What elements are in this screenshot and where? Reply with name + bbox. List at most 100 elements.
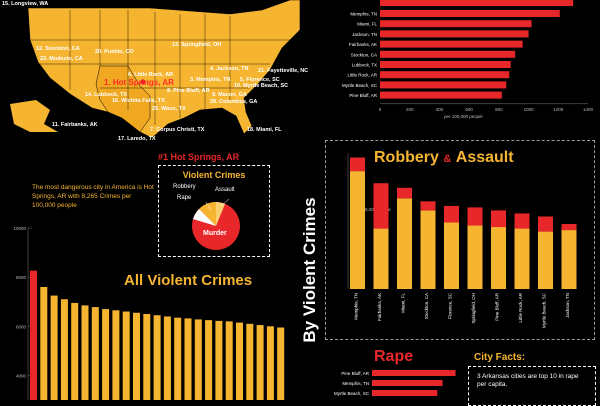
rank-title: #1 Hot Springs, AR xyxy=(158,152,240,162)
all-violent-bar-14 xyxy=(174,317,182,400)
all-violent-chart: 4000 6000 8000 10000 All Violent Crimes xyxy=(0,222,300,400)
map-label-3: 13. Springfield, OH xyxy=(172,42,222,48)
hbar-top-bar-8 xyxy=(380,91,502,99)
all-violent-bar-19 xyxy=(225,321,233,400)
map-label-1: 23. Modesto, CA xyxy=(40,56,83,62)
map-svg xyxy=(10,0,301,139)
all-violent-bar-4 xyxy=(71,302,79,400)
all-violent-tick-1: 6000 xyxy=(16,324,27,329)
map-label-12: 3. Memphis, TN xyxy=(190,77,231,83)
map-label-15: 10. Myrtle Beach, SC xyxy=(234,83,289,89)
map-label-5: 14. Lubbock, TX xyxy=(85,92,128,98)
hbar-top-bar-7 xyxy=(380,81,507,89)
hbar-top-bar-partial xyxy=(380,0,574,6)
hbar-top-bar-1 xyxy=(380,20,532,28)
rape-chart: Pine Bluff, AR Memphis, TN Myrtle Beach, S… xyxy=(318,366,468,400)
stacked-label-9: Jackson, TN xyxy=(565,293,570,318)
rape-bar-1 xyxy=(372,380,443,386)
all-violent-bar-24 xyxy=(277,327,285,400)
stacked-label-4: Florence, SC xyxy=(448,292,453,319)
all-violent-bar-9 xyxy=(122,311,130,400)
hbar-top-bar-4 xyxy=(380,50,516,58)
map-label-11: 4. Jackson, TN xyxy=(210,66,249,72)
all-violent-tick-3: 10000 xyxy=(13,226,26,231)
map-label-14: 21. Fayetteville, NC xyxy=(258,68,309,74)
all-violent-bar-3 xyxy=(60,299,68,400)
side-title: By Violent Crimes xyxy=(300,197,319,343)
all-violent-tick-0: 4000 xyxy=(16,373,27,378)
hbar-top-label-7: Myrtle Beach, SC xyxy=(342,83,378,88)
stacked-robbery-7 xyxy=(514,213,530,229)
stacked-svg: per 100,000 people Memphis, TN Fairbanks, … xyxy=(347,153,577,328)
pie-slice-rape xyxy=(193,209,216,226)
hbar-top-tick-1: 200 xyxy=(406,107,414,112)
rape-label-0: Pine Bluff, AR xyxy=(341,371,369,376)
stacked-assault-9 xyxy=(561,230,577,289)
rape-svg: Pine Bluff, AR Memphis, TN Myrtle Beach, S… xyxy=(334,370,456,396)
texas-shape xyxy=(95,65,151,133)
hbar-top-label-5: Lubbock, TX xyxy=(352,63,377,68)
stacked-label-7: Little Rock, AR xyxy=(518,292,523,322)
all-violent-bar-6 xyxy=(91,307,99,400)
map-highlight-hot-springs: 1. Hot Springs, AR xyxy=(104,78,174,87)
facts-title: City Facts: xyxy=(474,352,526,363)
hbar-top-label-4: Stockton, CA xyxy=(351,52,377,57)
pie-title: Violent Crimes xyxy=(182,170,246,180)
pie-svg xyxy=(192,198,240,250)
all-violent-title: All Violent Crimes xyxy=(124,272,253,289)
stacked-assault-4 xyxy=(444,222,459,289)
hbar-top-tick-7: 1400 xyxy=(583,107,594,112)
pie-box: Violent Crimes Robbery Assault Rape Murd… xyxy=(158,165,270,257)
map-label-19: 18. Miami, FL xyxy=(247,127,282,133)
hbar-top-tick-5: 1000 xyxy=(524,107,535,112)
pie-slice-robbery xyxy=(199,201,216,226)
stacked-label-6: Pine Bluff, AR xyxy=(495,292,500,320)
pie-label-rape: Rape xyxy=(177,195,192,201)
stacked-label-2: Miami, FL xyxy=(401,293,406,313)
hbar-top-bar-6 xyxy=(380,71,510,79)
map-label-longview: 15. Longview, WA xyxy=(2,1,49,7)
pie-label-assault: Assault xyxy=(215,187,235,193)
all-violent-bar-8 xyxy=(112,310,120,400)
map-label-0: 12. Stockton, CA xyxy=(36,46,80,52)
all-violent-bar-18 xyxy=(215,320,223,400)
hbar-top-bar-3 xyxy=(380,40,523,48)
hbar-top-tick-4: 800 xyxy=(495,107,503,112)
stacked-label-0: Memphis, TN xyxy=(354,293,359,320)
stacked-assault-8 xyxy=(538,231,553,289)
hbar-top-tick-3: 600 xyxy=(465,107,473,112)
stacked-robbery-5 xyxy=(467,207,483,226)
facts-box: 3 Arkansas cities are top 10 in rape per… xyxy=(468,366,596,406)
map-label-6: 16. Wichita Falls, TX xyxy=(112,98,165,104)
map-label-17: 9. Macon, GA xyxy=(212,92,247,98)
rape-title: Rape xyxy=(374,348,414,365)
pie-slice-assault xyxy=(216,202,225,226)
map-label-13: 5. Florence, SC xyxy=(240,77,280,83)
stacked-assault-3 xyxy=(420,210,436,289)
map-label-10: 17. Laredo, TX xyxy=(118,136,156,142)
hbar-top-tick-2: 400 xyxy=(436,107,444,112)
intro-description: The most dangerous city in America is Ho… xyxy=(32,184,154,209)
all-violent-svg: 4000 6000 8000 10000 xyxy=(13,226,285,400)
stacked-robbery-1 xyxy=(373,183,389,229)
state-lines xyxy=(30,10,290,125)
map-label-8: 11. Fairbanks, AK xyxy=(52,122,98,128)
stacked-label-1: Fairbanks, AK xyxy=(377,293,382,321)
hbar-top-label-3: Fairbanks, AK xyxy=(349,42,377,47)
top-hbar-svg: Memphis, TN Miami, FL Jackson, TN Fairbanks… xyxy=(342,0,594,119)
all-violent-bar-5 xyxy=(81,305,89,400)
all-violent-bar-13 xyxy=(163,316,171,400)
stacked-robbery-0 xyxy=(350,157,365,172)
title-assault: Assault xyxy=(455,149,514,166)
hbar-top-bar-5 xyxy=(380,61,511,68)
map-label-16: 8. Pine Bluff, AR xyxy=(167,88,210,94)
all-violent-bar-12 xyxy=(153,315,161,400)
hbar-top-label-2: Jackson, TN xyxy=(352,32,377,37)
stacked-assault-7 xyxy=(514,228,530,289)
all-violent-bar-0 xyxy=(30,270,37,400)
map-label-2: 20. Pueblo, CO xyxy=(95,49,134,55)
hbar-top-label-8: Pine Bluff, AR xyxy=(349,93,377,98)
stacked-robbery-9 xyxy=(561,224,577,231)
all-violent-bar-10 xyxy=(133,312,140,400)
stacked-label-3: Stockton, CA xyxy=(424,293,429,319)
